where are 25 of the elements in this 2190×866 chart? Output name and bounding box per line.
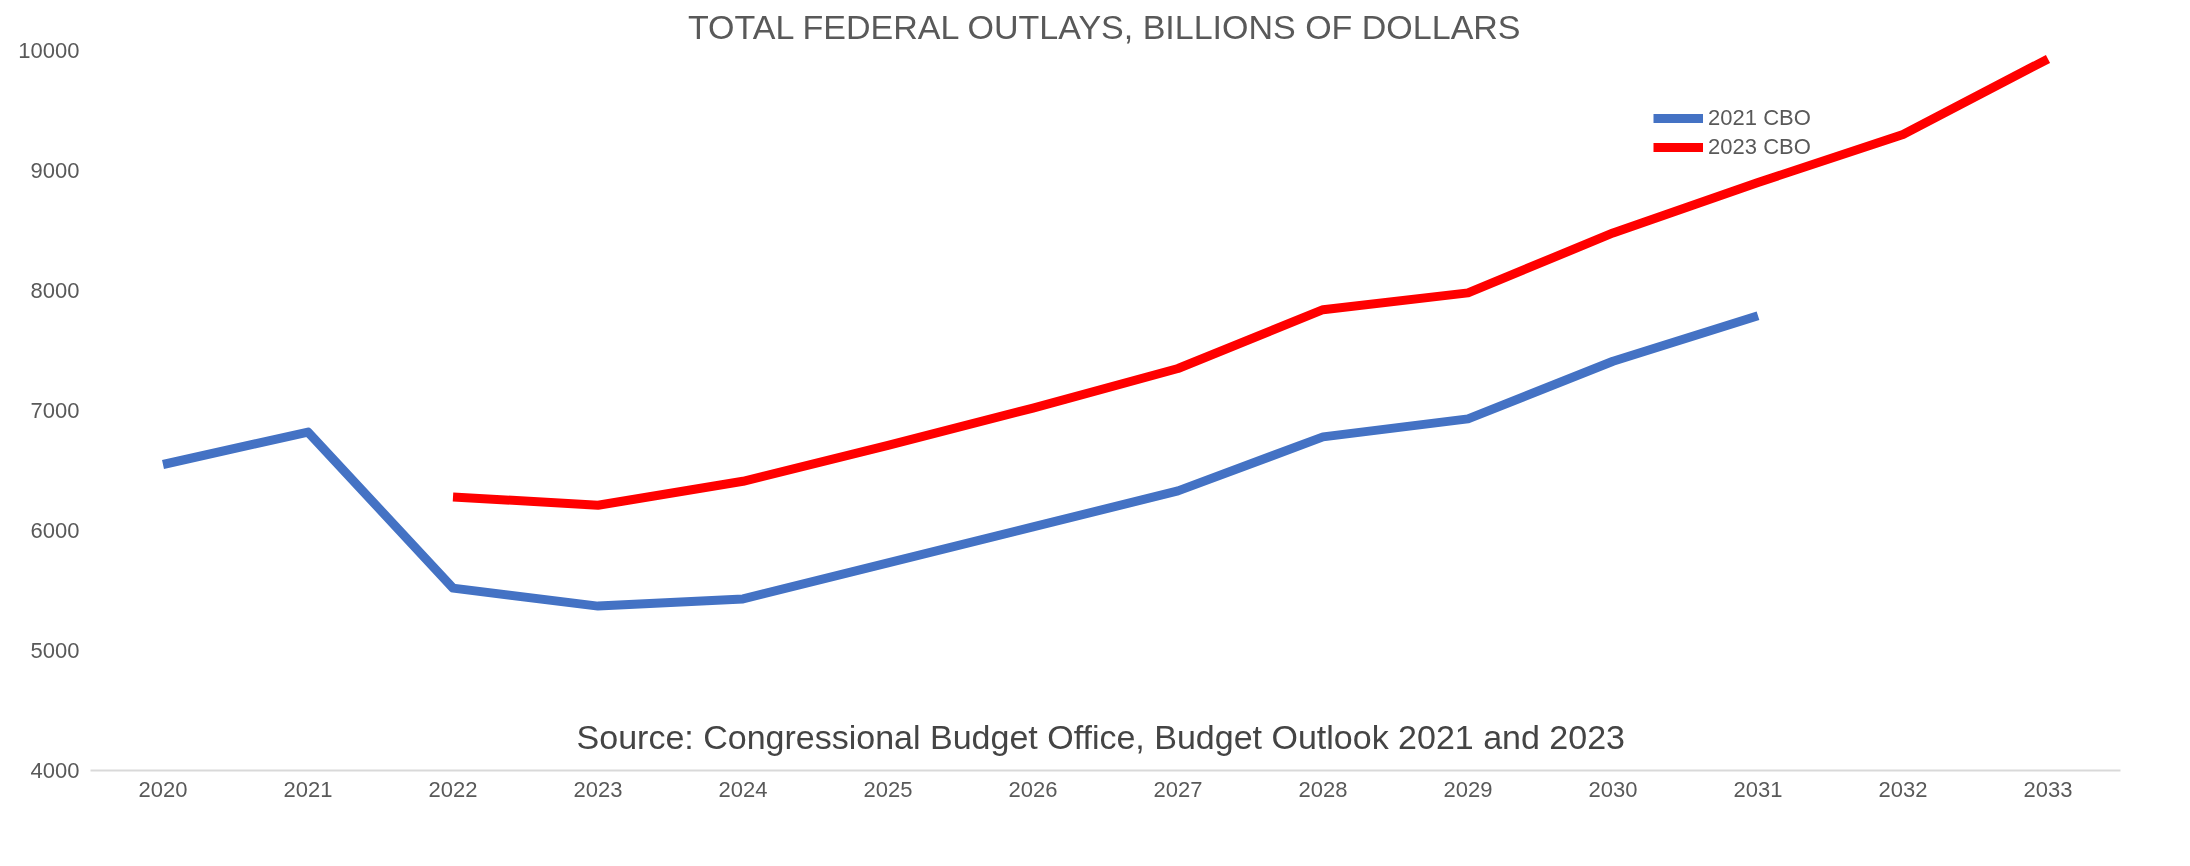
y-tick-label: 8000	[30, 278, 80, 303]
x-tick-label: 2025	[863, 776, 913, 802]
y-tick-label: 9000	[30, 158, 80, 183]
x-tick-label: 2030	[1588, 776, 1638, 802]
x-tick-label: 2028	[1298, 776, 1348, 802]
x-tick-label: 2020	[138, 776, 188, 802]
y-tick-label: 6000	[30, 518, 80, 543]
x-tick-label: 2033	[2023, 776, 2073, 802]
x-tick-label: 2021	[283, 776, 333, 802]
y-tick-label: 10000	[18, 38, 80, 63]
x-tick-label: 2029	[1443, 776, 1493, 802]
x-tick-label: 2027	[1153, 776, 1203, 802]
x-tick-label: 2031	[1733, 776, 1783, 802]
annotation: Source: Congressional Budget Office, Budget Outlook 2021 and 2023	[576, 717, 1625, 756]
legend-label: 2021 CBO	[1708, 105, 1811, 131]
chart-title: TOTAL FEDERAL OUTLAYS, BILLIONS OF DOLLARS	[687, 7, 1521, 46]
y-tick-label: 4000	[30, 758, 80, 783]
x-tick-label: 2023	[573, 776, 623, 802]
x-tick-label: 2022	[428, 776, 478, 802]
x-tick-label: 2032	[1878, 776, 1928, 802]
y-tick-label: 5000	[30, 638, 80, 663]
x-tick-label: 2024	[718, 776, 768, 802]
y-tick-label: 7000	[30, 398, 80, 423]
legend-label: 2023 CBO	[1708, 134, 1811, 160]
x-tick-label: 2026	[1008, 776, 1058, 802]
